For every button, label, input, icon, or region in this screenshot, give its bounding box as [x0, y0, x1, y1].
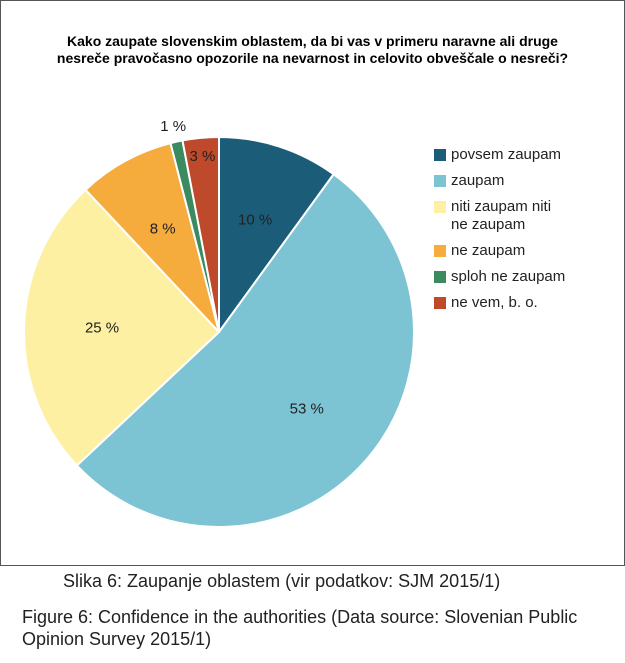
legend-item: niti zaupam niti ne zaupam	[434, 198, 604, 234]
data-label: 8 %	[150, 220, 176, 237]
chart-title: Kako zaupate slovenskim oblastem, da bi …	[56, 33, 569, 66]
legend-label: ne zaupam	[451, 242, 526, 259]
legend-item: ne zaupam	[434, 242, 604, 260]
legend: povsem zaupam zaupam niti zaupam niti ne z…	[434, 146, 604, 320]
pie-slice	[75, 172, 415, 528]
data-label: 1 %	[160, 118, 186, 135]
legend-swatch	[434, 271, 446, 283]
legend-swatch	[434, 297, 446, 309]
legend-label: ne vem, b. o.	[451, 294, 538, 311]
pie-slice	[181, 135, 220, 333]
caption-english: Figure 6: Confidence in the authorities …	[22, 607, 578, 649]
data-label: 53 %	[290, 400, 324, 417]
pie-slice	[84, 141, 220, 333]
legend-item: ne vem, b. o.	[434, 294, 604, 312]
legend-label: povsem zaupam	[451, 146, 562, 163]
data-label: 25 %	[85, 319, 119, 336]
data-label: 3 %	[190, 148, 216, 165]
legend-swatch	[434, 245, 446, 257]
legend-item: sploh ne zaupam	[434, 268, 604, 286]
legend-item: zaupam	[434, 172, 604, 190]
chart: 10 % 53 % 25 % 8 % 1 %3 %	[23, 118, 415, 528]
legend-swatch	[434, 175, 446, 187]
data-label: 10 %	[238, 212, 272, 229]
legend-swatch	[434, 149, 446, 161]
legend-label: niti zaupam niti ne zaupam	[451, 198, 552, 233]
legend-label: sploh ne zaupam	[451, 268, 566, 285]
legend-item: povsem zaupam	[434, 146, 604, 164]
legend-label: zaupam	[451, 172, 505, 189]
legend-swatch	[434, 201, 446, 213]
pie-slice	[23, 188, 221, 467]
caption-slovene: Slika 6: Zaupanje oblastem (vir podatkov…	[63, 571, 501, 591]
pie-slice	[218, 135, 336, 336]
